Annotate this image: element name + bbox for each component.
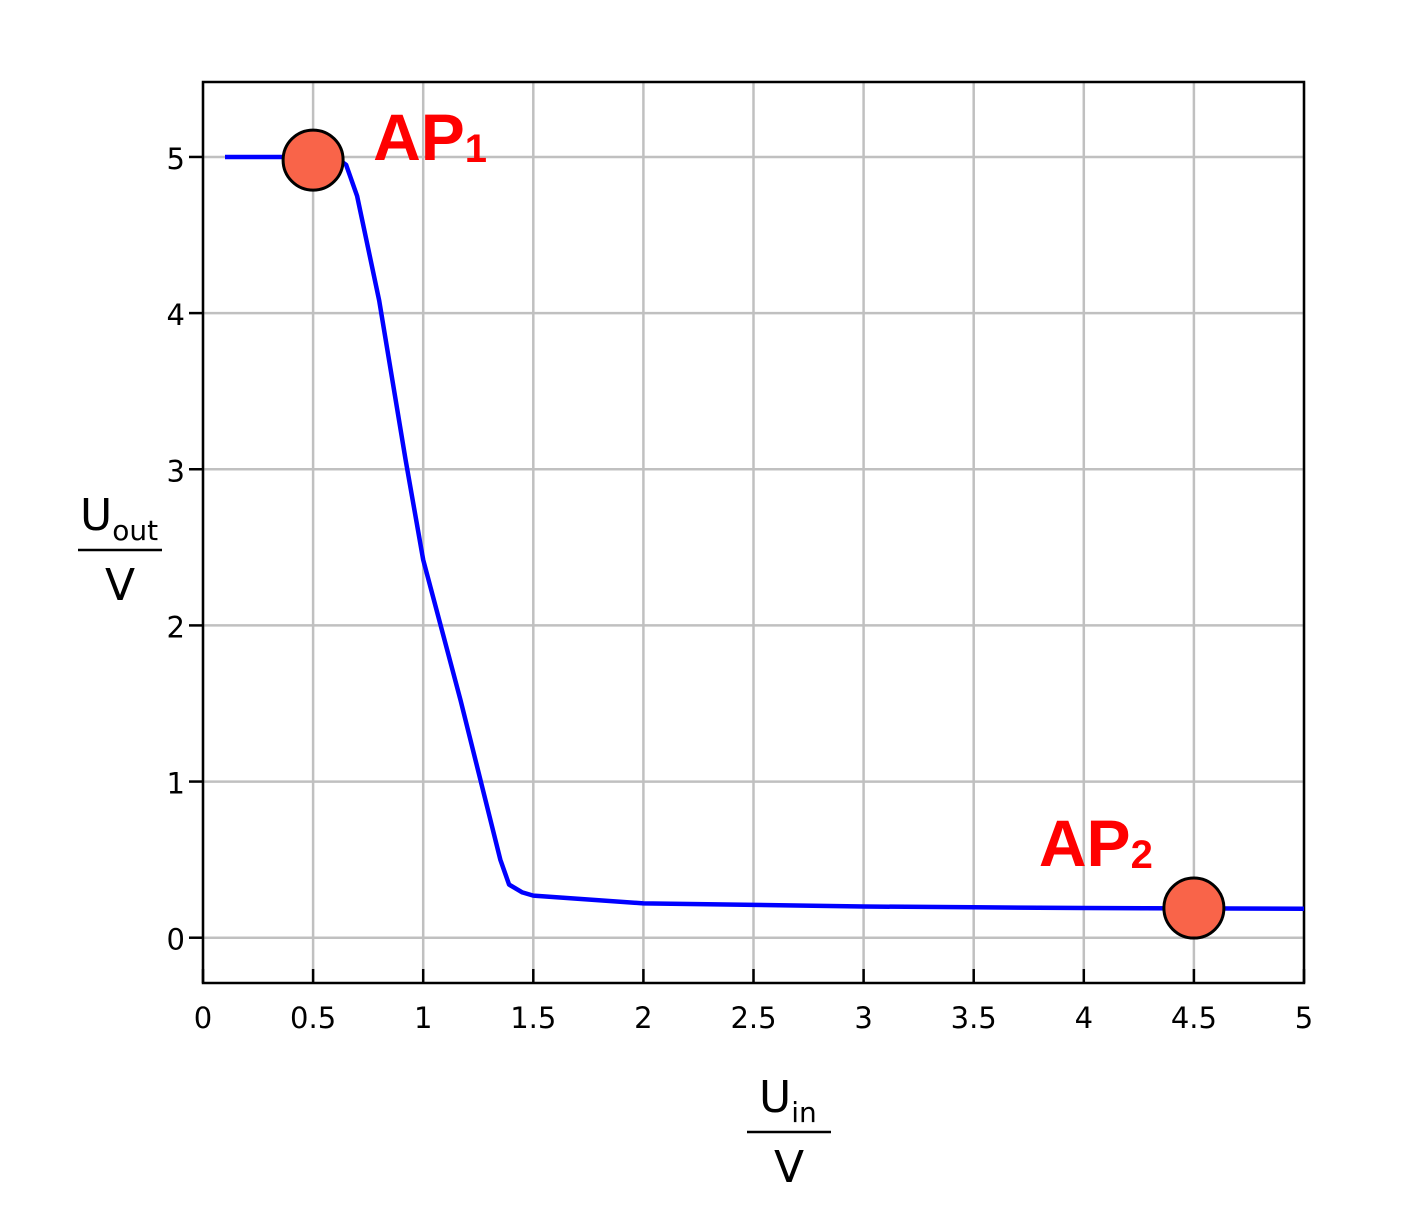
axis-subscript: out [112,514,158,547]
point-label-text: AP [1039,806,1131,880]
y-tick-label: 1 [167,767,185,801]
x-tick-label: 0 [194,1001,212,1035]
operating-point [1162,876,1226,940]
x-tick-label: 2 [634,1001,652,1035]
x-tick-label: 1 [414,1001,432,1035]
y-tick-label: 5 [167,142,185,176]
x-tick-label: 0.5 [290,1001,336,1035]
axis-label: Uin [759,1072,817,1129]
x-tick-label: 3.5 [951,1001,997,1035]
x-tick-label: 4 [1075,1001,1093,1035]
axis-symbol: U [80,490,112,541]
x-tick-label: 3 [854,1001,872,1035]
x-tick-label: 1.5 [510,1001,556,1035]
curve [225,154,1305,912]
axis-label: Uout [80,490,158,547]
x-tick-label: 4.5 [1171,1001,1217,1035]
axis-symbol: U [759,1072,791,1123]
operating-point [281,128,345,192]
y-tick-label: 0 [167,923,185,957]
x-tick-label: 2.5 [730,1001,776,1035]
axis-subscript: in [791,1096,817,1129]
x-tick-label: 5 [1295,1001,1313,1035]
point-label-subscript: 1 [465,127,487,171]
point-label-text: AP [373,100,465,174]
y-tick-label: 4 [167,298,185,332]
point-label: AP1 [373,100,487,174]
axis-unit: V [774,1142,804,1193]
axis-unit: V [105,560,135,611]
point-label: AP2 [1039,806,1153,880]
point-label-subscript: 2 [1131,833,1153,877]
y-tick-label: 3 [167,454,185,488]
y-tick-label: 2 [167,610,185,644]
